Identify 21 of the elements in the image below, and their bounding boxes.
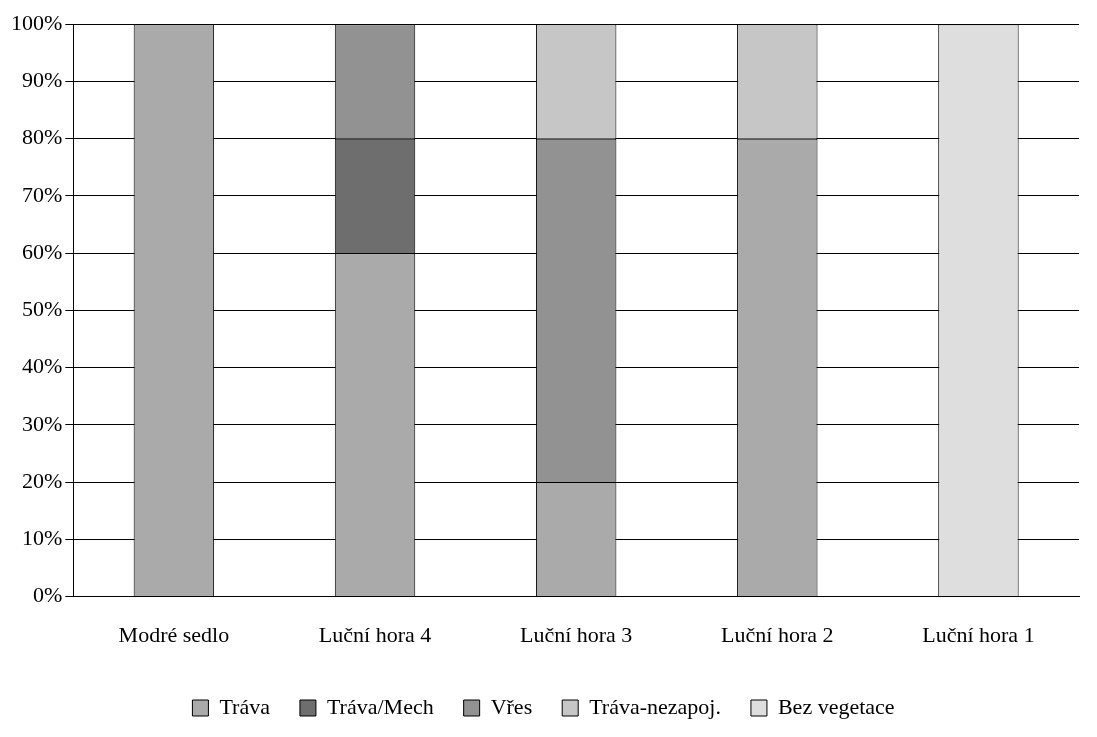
y-tick-label: 90%: [22, 67, 63, 93]
x-tick-label: Luční hora 4: [318, 621, 432, 647]
y-tick-label: 80%: [22, 124, 63, 150]
legend-label: Vřes: [490, 693, 533, 719]
y-tick-label: 50%: [22, 296, 63, 322]
legend-label: Tráva/Mech: [326, 693, 434, 719]
x-tick-label: Modré sedlo: [118, 621, 230, 647]
legend-label: Tráva-nezapoj.: [589, 693, 721, 719]
y-tick-label: 20%: [22, 467, 63, 493]
y-tick-label: 100%: [11, 9, 63, 35]
x-tick-label: Luční hora 3: [519, 621, 633, 647]
legend-label: Tráva: [219, 693, 271, 719]
y-tick-label: 10%: [22, 525, 63, 551]
y-tick-label: 60%: [22, 238, 63, 264]
y-tick-label: 70%: [22, 181, 63, 207]
legend-label: Bez vegetace: [777, 693, 895, 719]
y-tick-label: 30%: [22, 410, 63, 436]
x-tick-label: Luční hora 1: [922, 621, 1035, 647]
x-tick-label: Luční hora 2: [721, 621, 834, 647]
y-tick-label: 40%: [22, 353, 63, 379]
y-tick-label: 0%: [33, 582, 63, 608]
